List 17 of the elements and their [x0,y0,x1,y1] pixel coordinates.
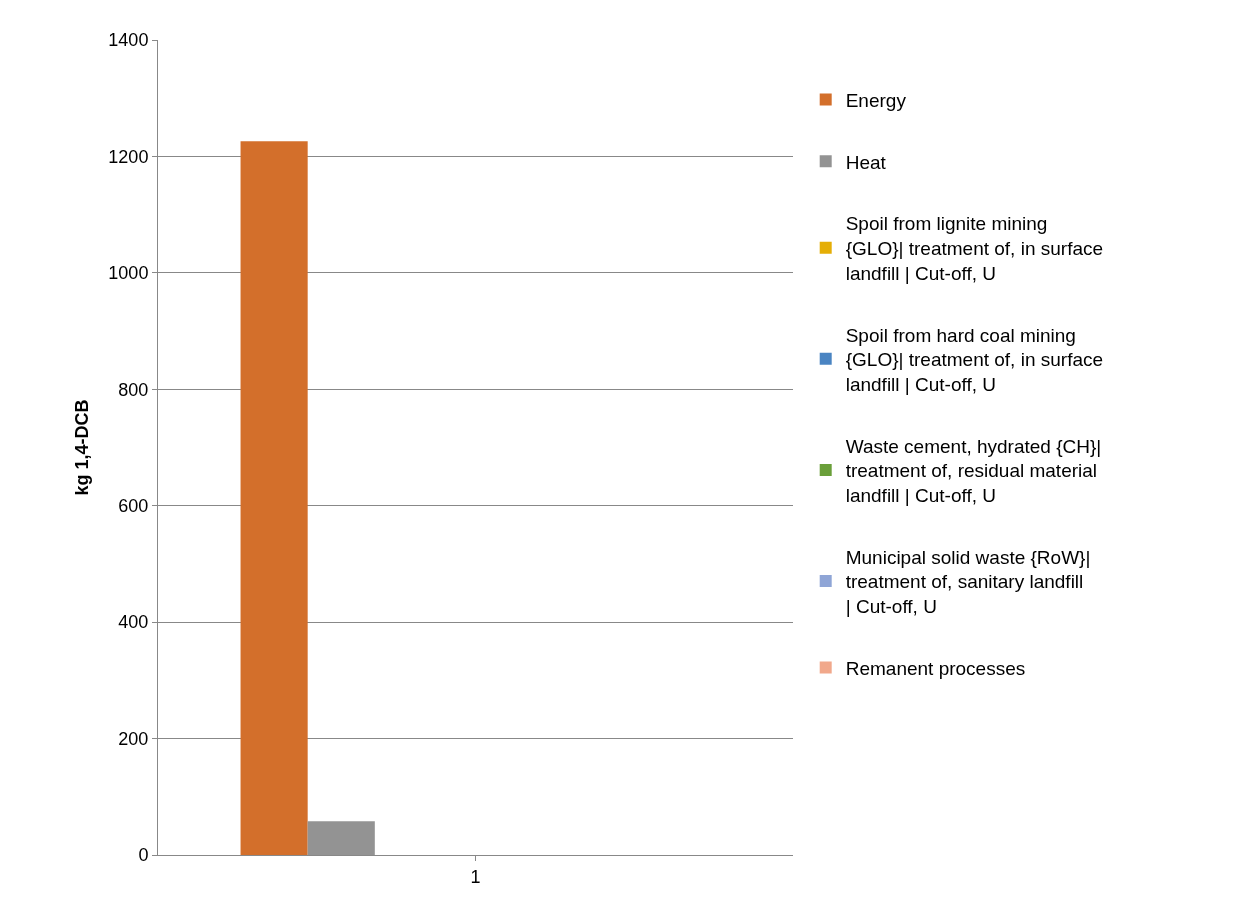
y-axis-title: kg 1,4-DCB [71,399,92,496]
y-tick-label: 200 [118,728,149,749]
y-tick-label: 1200 [108,146,149,167]
y-tick-label: 600 [118,496,149,517]
legend-label: Waste cement, hydrated {CH}| treatment of, residual material landfill | Cut-off, U [845,435,1102,507]
legend-label: Municipal solid waste {RoW}| treatment of, sanitary landfill | Cut-off, U [845,546,1091,618]
legend-label: Remanent processes [845,657,1026,679]
y-tick-label: 1000 [108,263,149,284]
legend-label: Spoil from lignite mining {GLO}| treatment of, in surface landfill | Cut-off, U [845,213,1104,284]
legend-label: Heat [845,151,887,173]
legend-label: Spoil from hard coal mining {GLO}| treatment of, in surface landfill | Cut-off, U [845,324,1104,395]
y-tick-label: 1400 [108,30,149,51]
legend-label: Energy [845,90,907,112]
x-tick-label: 1 [470,866,481,887]
y-tick-label: 800 [118,379,149,400]
y-tick-label: 400 [118,612,149,633]
y-tick-label: 0 [138,845,149,866]
